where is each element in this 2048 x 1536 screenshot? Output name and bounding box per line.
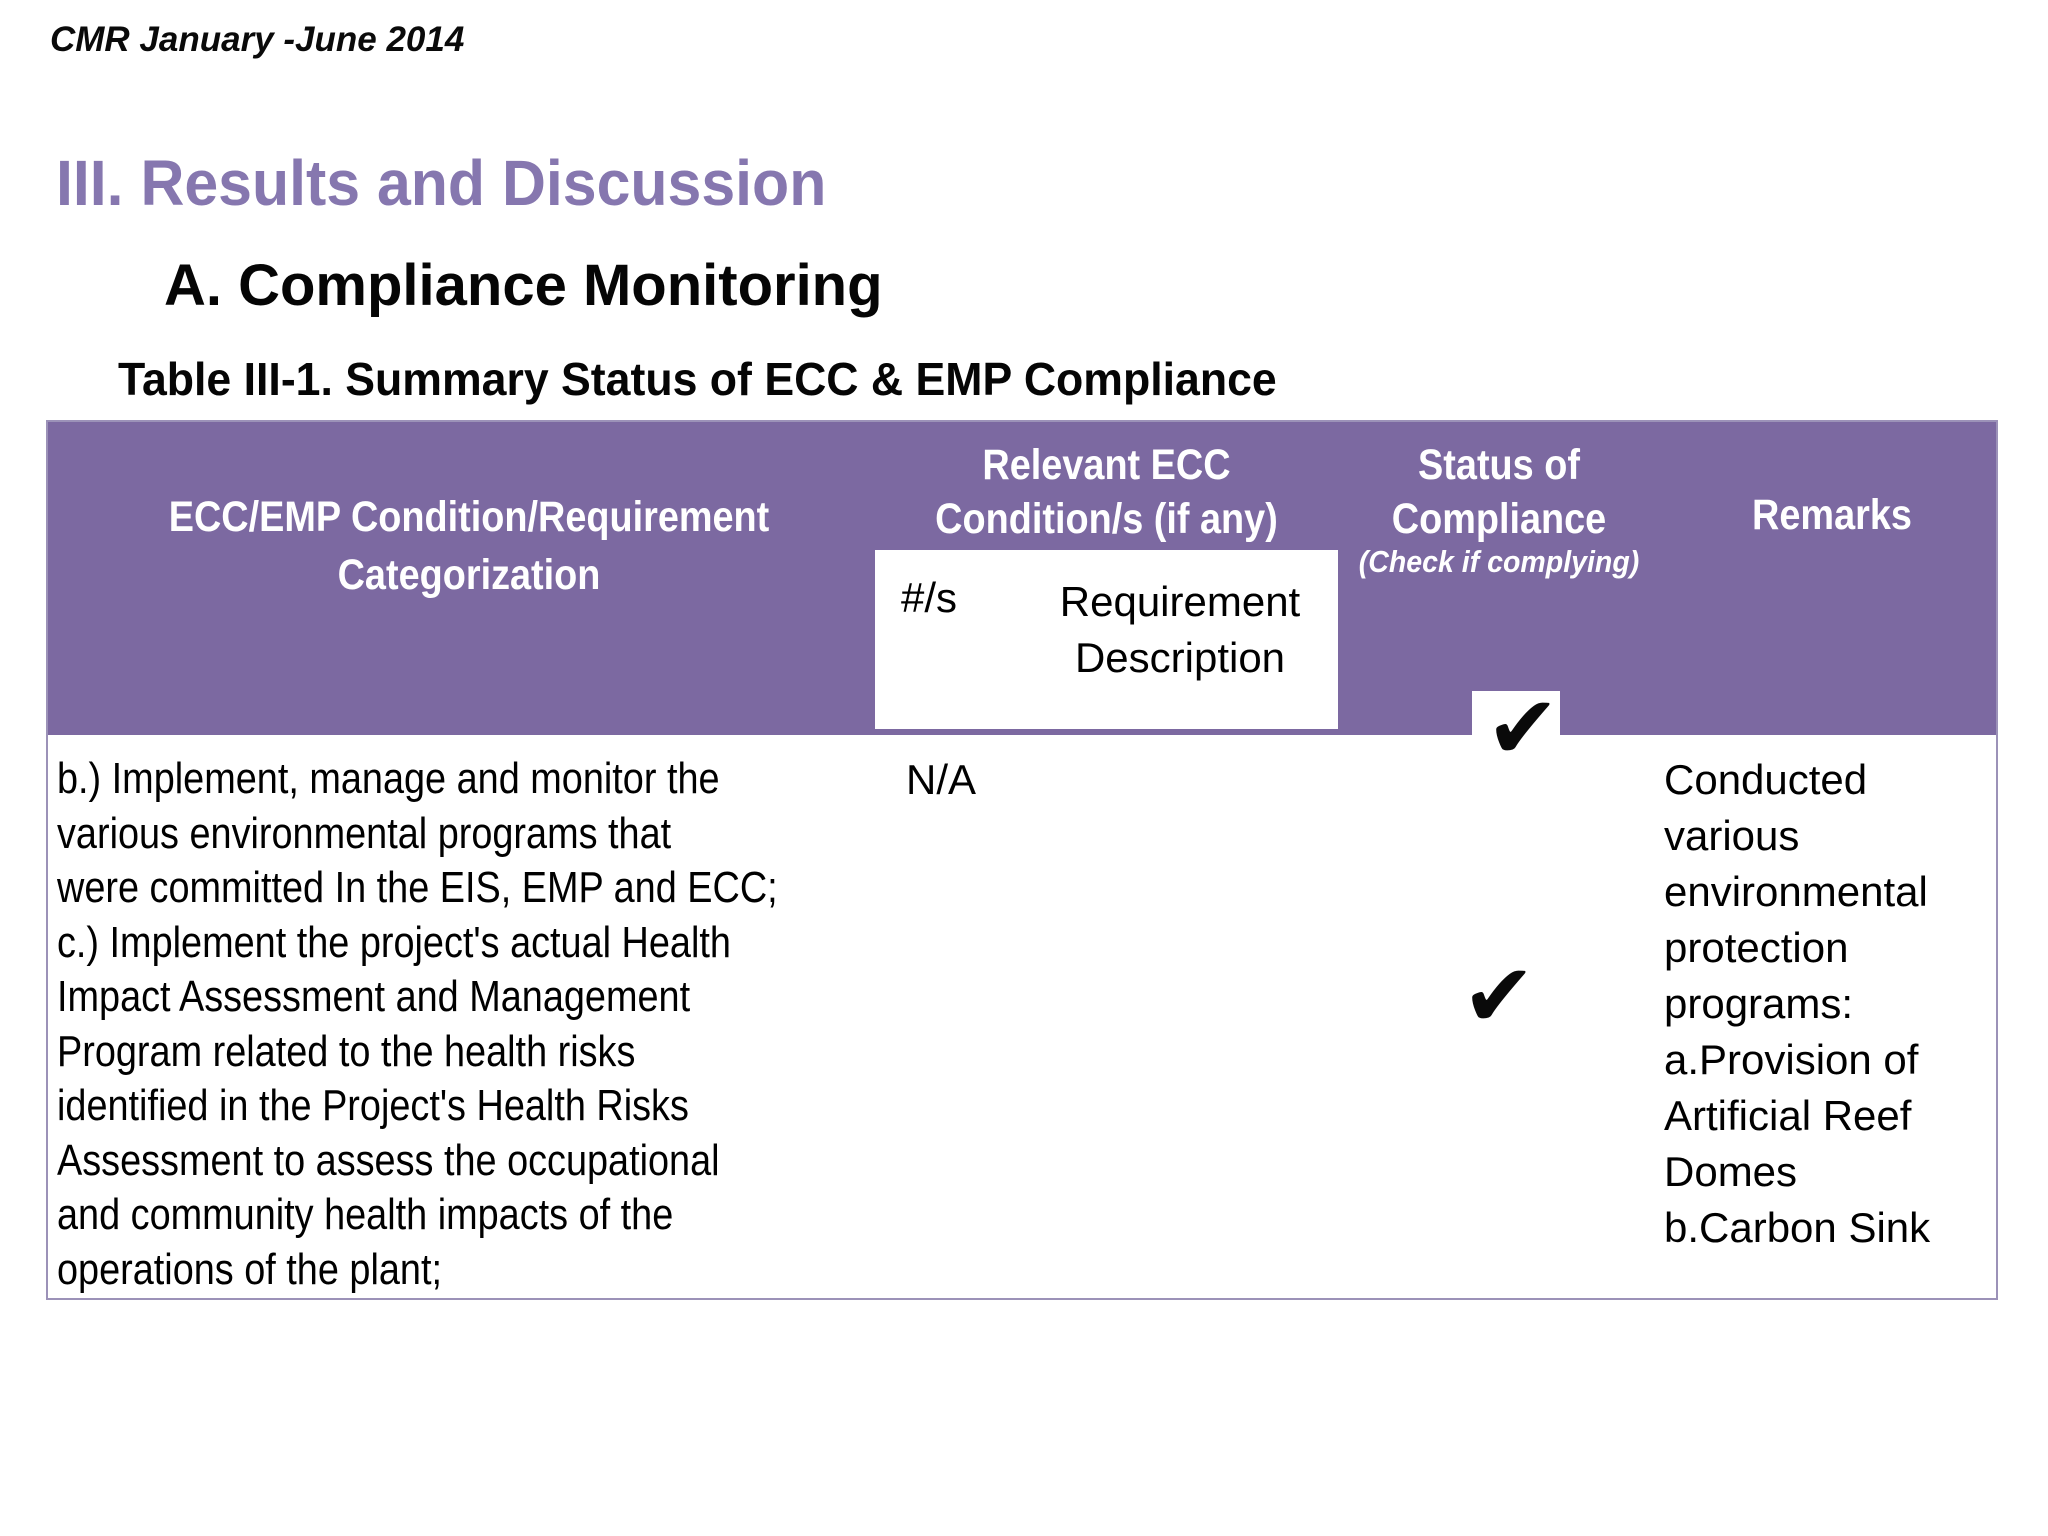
cell-remarks: Conducted various environmental protecti…	[1664, 756, 1931, 1251]
check-icon: ✔	[1486, 676, 1560, 779]
table-title: Table III-1. Summary Status of ECC & EMP…	[118, 353, 1277, 405]
check-notch-box	[1472, 691, 1560, 737]
section-title: III. Results and Discussion	[56, 147, 827, 219]
table-header-row: ECC/EMP Condition/Requirement Categoriza…	[48, 422, 1996, 735]
sub-header-number: #/s	[901, 574, 958, 621]
subsection-title: A. Compliance Monitoring	[164, 253, 883, 318]
cell-condition-requirement: b.) Implement, manage and monitor the va…	[57, 754, 778, 1294]
check-icon: ✔	[1462, 944, 1536, 1047]
column-header-relevant-ecc-condition: Relevant ECC Condition/s (if any)	[935, 441, 1278, 543]
sub-header-requirement-description: Requirement Description	[1059, 578, 1301, 681]
sub-header-cell: #/s Requirement Description	[875, 550, 1338, 729]
report-period-note: CMR January -June 2014	[50, 20, 465, 59]
cell-relevant-ecc-value: N/A	[906, 756, 977, 803]
column-header-status-of-compliance: Status of Compliance	[1391, 441, 1607, 543]
compliance-table: ECC/EMP Condition/Requirement Categoriza…	[46, 420, 1998, 1300]
column-header-ecc-emp-condition: ECC/EMP Condition/Requirement Categoriza…	[168, 493, 770, 599]
column-header-check-if-complying-note: (Check if complying)	[1358, 544, 1640, 579]
column-header-remarks: Remarks	[1752, 491, 1912, 539]
